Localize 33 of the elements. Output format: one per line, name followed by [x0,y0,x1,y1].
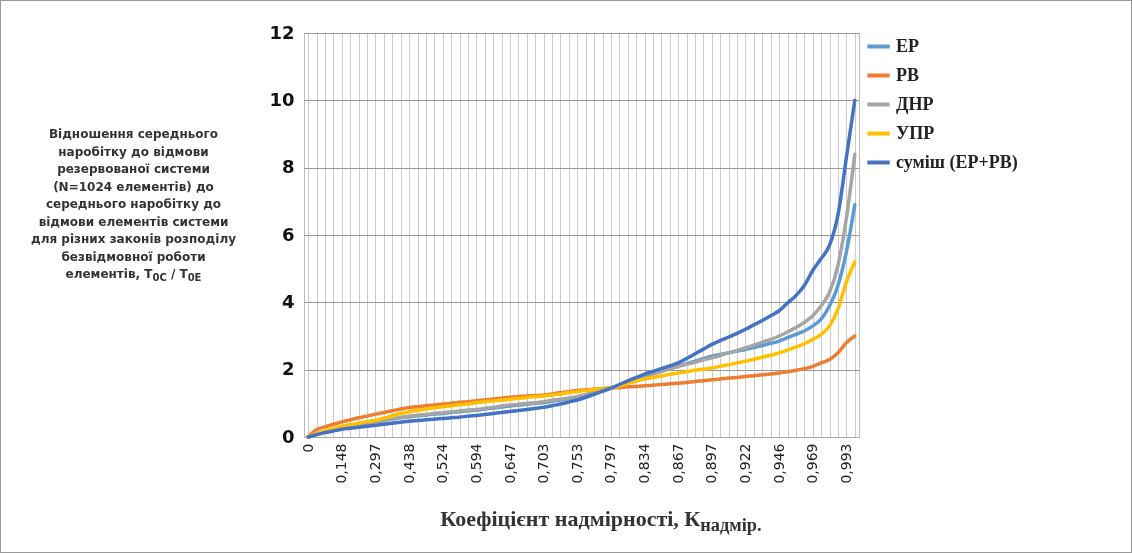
x-tick-label: 0 [299,443,316,453]
y-tick-label: 2 [281,358,295,380]
y-tick-label: 12 [269,21,295,43]
x-tick-label: 0,297 [366,443,383,484]
legend-label: УПР [896,122,935,143]
x-axis-title: Коефіцієнт надмірності, К$_{надмір.}$ [439,506,763,537]
x-tick-label: 0,753 [568,443,585,484]
y-tick-label: 10 [269,88,295,110]
y-tick-label: 0 [281,425,295,447]
y-tick-label: 8 [281,156,295,178]
x-tick-label: 0,946 [770,443,787,484]
x-tick-label: 0,438 [400,443,417,484]
x-tick-label: 0,897 [703,443,720,484]
x-tick-label: 0,148 [333,443,350,484]
x-tick-label: 0,797 [602,443,619,484]
y-tick-label: 4 [281,290,295,312]
x-tick-label: 0,647 [501,443,518,484]
x-tick-label: 0,969 [804,443,821,484]
x-tick-label: 0,867 [669,443,686,484]
legend-label: РВ [896,64,920,85]
x-tick-label: 0,524 [434,443,451,484]
legend-label: ДНР [896,93,934,114]
text: Відношення середнього наробітку до відмови резервованої системи (N=1024 елементів) до середнього наробітку до відмови елементів системи для різних законів розподілу безвідмовної роботи елементів, T$_{0C}$ / T$_{0E}$ [30,127,237,284]
y-tick-label: 6 [281,223,295,245]
x-tick-label: 0,922 [736,443,753,484]
line-series [306,98,857,439]
x-tick-label: 0,834 [636,443,653,484]
x-tick-label: 0,993 [837,443,854,484]
legend-label: ЕР [896,35,920,56]
x-tick-label: 0,703 [535,443,552,484]
legend-label: суміш (ЕР+РВ) [896,151,1018,173]
x-tick-label: 0,594 [467,443,484,484]
line-series [306,260,857,439]
